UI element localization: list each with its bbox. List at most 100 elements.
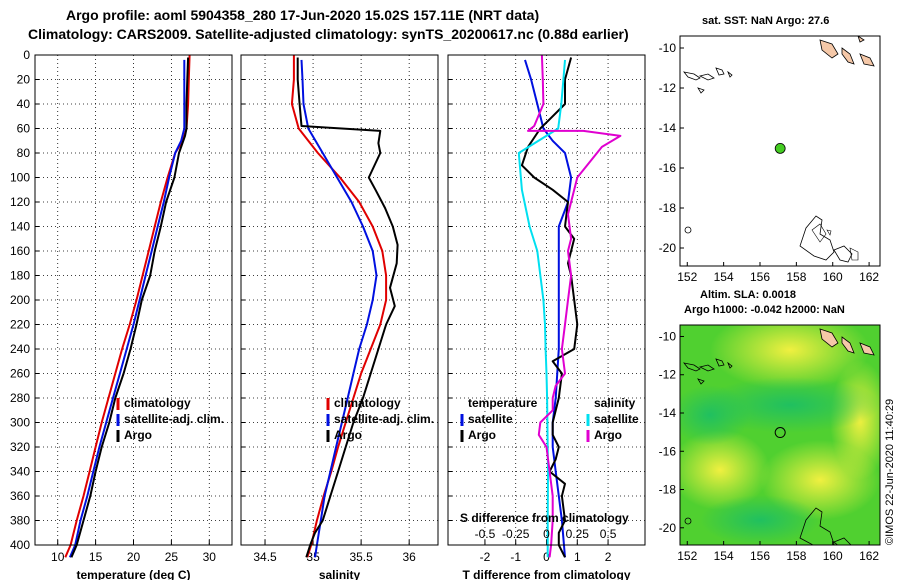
depth-tick-label: 260 [10, 367, 30, 381]
depth-tick-label: 360 [10, 489, 30, 503]
map-y-tick-label: -20 [659, 521, 677, 535]
sla-map-label2: Argo h1000: -0.042 h2000: NaN [684, 304, 845, 316]
sst-map-label: sat. SST: NaN Argo: 27.6 [702, 15, 829, 27]
sst-map-axes: 152 154 156 158 160 162 -10 -12 -14 -16 -18 -20 [659, 41, 880, 284]
sst-map-coastlines [683, 36, 875, 263]
depth-tick-label: 100 [10, 171, 30, 185]
series-line-s-argo [527, 54, 622, 558]
map-x-tick-label: 152 [677, 270, 697, 284]
x-tick-label: 30 [203, 550, 217, 564]
x-tick-label: 36 [402, 550, 416, 564]
plot-frame [240, 54, 439, 546]
legend-label-satellite: satellite-adj. clim. [334, 412, 434, 426]
x-tick-label: -2 [480, 550, 491, 564]
depth-tick-label: 300 [10, 416, 30, 430]
legend-label-s-satellite: satellite [594, 412, 639, 426]
x-tick-label: 34.5 [253, 550, 277, 564]
sst-map: 152 154 156 158 160 162 -10 -12 -14 -16 -18 -20 [659, 35, 881, 284]
plot-frame [447, 54, 646, 546]
depth-tick-label: 140 [10, 220, 30, 234]
legend-label-t-argo: Argo [468, 428, 496, 442]
x-tick-label: 15 [89, 550, 103, 564]
x-tick-label: -1 [510, 550, 521, 564]
s-difference-ticks: -0.5 -0.25 0 0.25 0.5 [475, 527, 617, 541]
map-x-tick-label: 156 [750, 270, 770, 284]
x-axis-label: T difference from climatology [462, 568, 630, 580]
legend-title-temperature: temperature [468, 396, 538, 410]
map-x-tick-label: 158 [786, 270, 806, 284]
salinity-legend: climatology satellite-adj. clim. Argo [326, 396, 434, 442]
depth-tick-label: 200 [10, 293, 30, 307]
map-y-tick-label: -14 [659, 121, 677, 135]
imos-credit: ©IMOS 22-Jun-2020 11:40:29 [884, 399, 896, 545]
map-x-tick-label: 162 [859, 270, 879, 284]
map-x-tick-label: 158 [786, 549, 806, 563]
series-line-s-satellite [517, 59, 566, 558]
depth-tick-label: 400 [10, 538, 30, 552]
map-x-tick-label: 154 [714, 270, 734, 284]
s-tick-label: 0 [543, 527, 550, 541]
sla-map-label1: Altim. SLA: 0.0018 [700, 289, 796, 301]
depth-tick-label: 220 [10, 318, 30, 332]
sst-map-frame [679, 35, 881, 267]
salinity-panel: 34.5 35 35.5 36 salinity [240, 54, 439, 582]
temperature-panel: 10 15 20 25 30 temperature (deg C) [34, 54, 233, 582]
sla-map: 152 154 156 158 160 162 -10 -12 -14 -16 -18 -20 [659, 324, 881, 563]
map-x-tick-label: 162 [859, 549, 879, 563]
series-line-argo [70, 57, 190, 558]
depth-tick-label: 60 [17, 122, 31, 136]
map-y-tick-label: -18 [659, 483, 677, 497]
map-x-tick-label: 160 [823, 270, 843, 284]
figure-title-line2: Climatology: CARS2009. Satellite-adjuste… [28, 26, 629, 42]
depth-tick-label: 160 [10, 244, 30, 258]
s-tick-label: 0.25 [566, 527, 590, 541]
sst-map-argo-marker [774, 142, 786, 154]
depth-tick-label: 80 [17, 146, 31, 160]
difference-legend: temperature satellite Argo salinity sate… [460, 396, 639, 442]
s-difference-axis-label: S difference from climatology [460, 511, 629, 525]
x-tick-label: 10 [51, 550, 65, 564]
depth-tick-label: 320 [10, 440, 30, 454]
s-tick-label: 0.5 [600, 527, 617, 541]
map-x-tick-label: 152 [677, 549, 697, 563]
depth-tick-label: 20 [17, 73, 31, 87]
s-tick-label: -0.25 [502, 527, 530, 541]
sla-map-argo-marker [774, 427, 786, 439]
x-tick-label: 0 [543, 550, 550, 564]
x-tick-label: 35 [306, 550, 320, 564]
map-y-tick-label: -16 [659, 444, 677, 458]
x-tick-label: 2 [605, 550, 612, 564]
temperature-legend: climatology satellite-adj. clim. Argo [116, 396, 224, 442]
sla-map-axes: 152 154 156 158 160 162 -10 -12 -14 -16 -18 -20 [659, 329, 880, 563]
legend-label-t-satellite: satellite [468, 412, 513, 426]
map-y-tick-label: -12 [659, 81, 677, 95]
map-y-tick-label: -10 [659, 329, 677, 343]
legend-label-argo: Argo [334, 428, 362, 442]
series-line-satellite-adj-clim- [300, 59, 378, 558]
series-line-satellite-adj-clim- [68, 59, 186, 558]
x-axis-label: temperature (deg C) [76, 568, 190, 580]
depth-tick-label: 280 [10, 391, 30, 405]
x-tick-label: 25 [165, 550, 179, 564]
x-tick-label: 20 [127, 550, 141, 564]
map-y-tick-label: -14 [659, 406, 677, 420]
legend-label-argo: Argo [124, 428, 152, 442]
s-tick-label: -0.5 [475, 527, 496, 541]
map-x-tick-label: 154 [714, 549, 734, 563]
figure-title-line1: Argo profile: aoml 5904358_280 17-Jun-20… [66, 7, 539, 23]
x-axis-label: salinity [319, 568, 361, 580]
depth-tick-label: 240 [10, 342, 30, 356]
legend-label-climatology: climatology [334, 396, 401, 410]
map-y-tick-label: -12 [659, 368, 677, 382]
legend-label-satellite: satellite-adj. clim. [124, 412, 224, 426]
legend-label-s-argo: Argo [594, 428, 622, 442]
x-tick-label: 1 [574, 550, 581, 564]
plot-frame [34, 54, 233, 546]
depth-tick-label: 180 [10, 269, 30, 283]
map-y-tick-label: -20 [659, 241, 677, 255]
map-x-tick-label: 156 [750, 549, 770, 563]
depth-tick-label: 40 [17, 97, 31, 111]
series-line-t-satellite [524, 59, 573, 558]
legend-title-salinity: salinity [594, 396, 636, 410]
